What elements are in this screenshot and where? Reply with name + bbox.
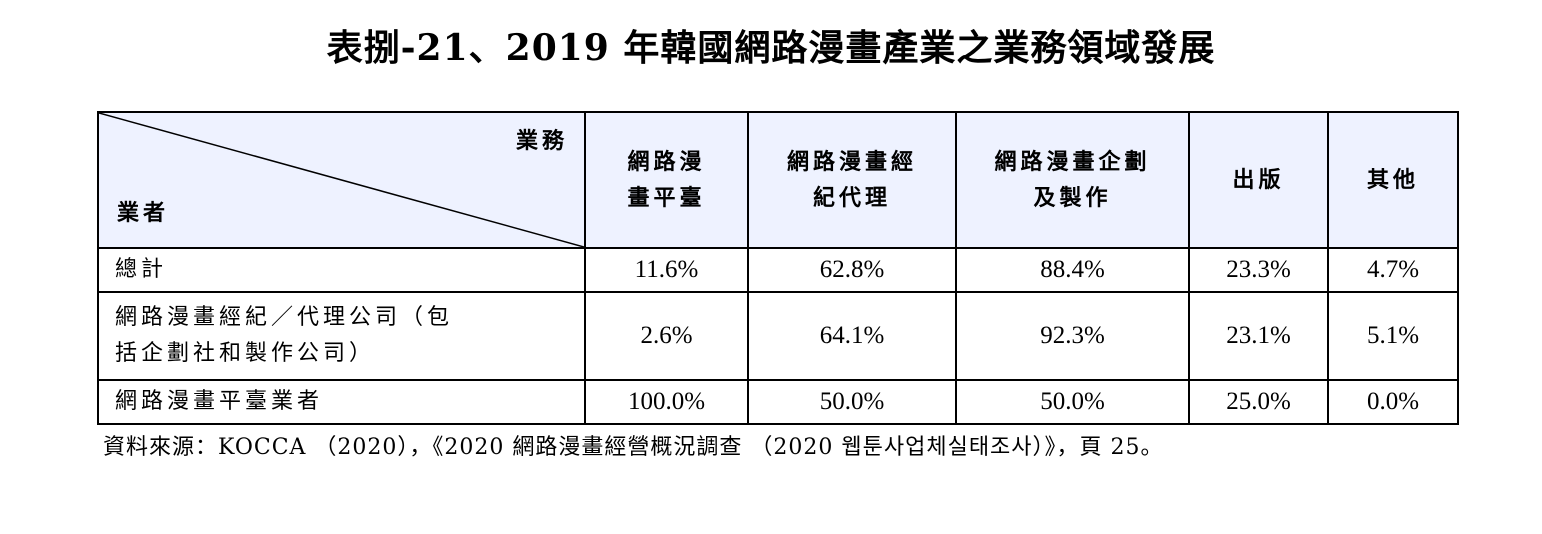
table-cell: 50.0%	[747, 379, 957, 425]
row-label: 網路漫畫經紀／代理公司（包 括企劃社和製作公司）	[97, 291, 586, 381]
table-row-total: 總計 11.6% 62.8% 88.4% 23.3% 4.7%	[97, 247, 1459, 293]
table-title: 表捌-21、2019 年韓國網路漫畫產業之業務領域發展	[326, 27, 1216, 69]
source-note: 資料來源：KOCCA （2020），《2020 網路漫畫經營概況調查 （2020…	[103, 435, 1164, 460]
column-header-line: 網路漫畫經	[786, 149, 917, 175]
column-header-line: 網路漫畫企劃	[994, 149, 1151, 175]
row-label: 網路漫畫平臺業者	[97, 379, 586, 425]
column-header-line: 及製作	[1033, 185, 1112, 211]
row-label: 總計	[97, 247, 586, 293]
table-cell: 100.0%	[584, 379, 749, 425]
column-header-line: 紀代理	[812, 185, 891, 211]
table-corner-cell: 業務 業者	[97, 111, 586, 249]
table-cell: 88.4%	[955, 247, 1190, 293]
column-header-line: 畫平臺	[627, 185, 706, 211]
column-header-line: 網路漫	[627, 149, 706, 175]
table-cell: 4.7%	[1327, 247, 1459, 293]
table-cell: 62.8%	[747, 247, 957, 293]
table-cell: 2.6%	[584, 291, 749, 381]
column-header-line: 其他	[1366, 167, 1419, 193]
column-header-platform: 網路漫 畫平臺	[584, 111, 749, 249]
table-cell: 0.0%	[1327, 379, 1459, 425]
table-cell: 5.1%	[1327, 291, 1459, 381]
column-header-publishing: 出版	[1188, 111, 1329, 249]
corner-label-business: 業務	[515, 128, 568, 154]
table-cell: 25.0%	[1188, 379, 1329, 425]
corner-diagonal-line	[99, 113, 584, 247]
corner-label-operator: 業者	[117, 200, 170, 226]
table-header-row: 業務 業者 網路漫 畫平臺 網路漫畫經 紀代理 網路漫畫企劃 及製作 出版 其他	[97, 111, 1459, 249]
column-header-planning-production: 網路漫畫企劃 及製作	[955, 111, 1190, 249]
business-domain-table: 業務 業者 網路漫 畫平臺 網路漫畫經 紀代理 網路漫畫企劃 及製作 出版 其他	[97, 111, 1459, 425]
table-cell: 23.1%	[1188, 291, 1329, 381]
table-cell: 64.1%	[747, 291, 957, 381]
table-cell: 50.0%	[955, 379, 1190, 425]
column-header-other: 其他	[1327, 111, 1459, 249]
table-row-agency-companies: 網路漫畫經紀／代理公司（包 括企劃社和製作公司） 2.6% 64.1% 92.3…	[97, 291, 1459, 381]
table-cell: 11.6%	[584, 247, 749, 293]
table-cell: 92.3%	[955, 291, 1190, 381]
column-header-line: 出版	[1232, 167, 1285, 193]
row-label-line: 網路漫畫經紀／代理公司（包	[115, 305, 454, 330]
table-row-platform-operators: 網路漫畫平臺業者 100.0% 50.0% 50.0% 25.0% 0.0%	[97, 379, 1459, 425]
table-cell: 23.3%	[1188, 247, 1329, 293]
column-header-agency: 網路漫畫經 紀代理	[747, 111, 957, 249]
row-label-line: 括企劃社和製作公司）	[115, 341, 376, 366]
